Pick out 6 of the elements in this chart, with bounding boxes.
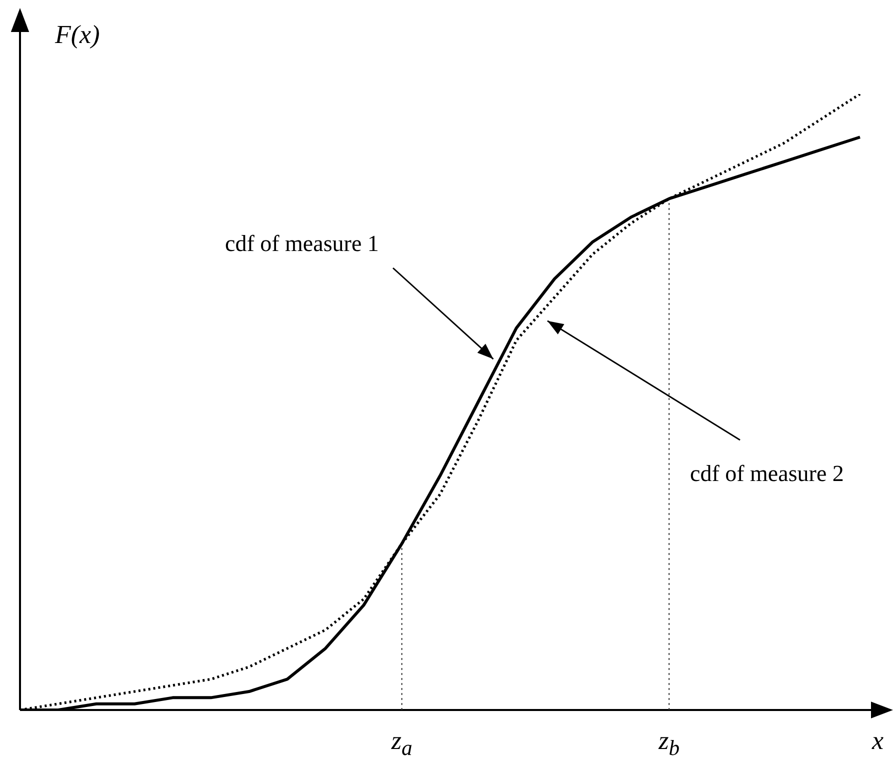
y-axis-title: F(x): [55, 20, 100, 49]
x-tick-label: z$_{b}$: [658, 726, 680, 760]
annotation: cdf of measure 2: [690, 461, 844, 486]
annotation: cdf of measure 1: [225, 231, 379, 256]
x-tick-label: z$_{a}$: [391, 726, 412, 760]
x-axis-title: x: [872, 726, 884, 755]
